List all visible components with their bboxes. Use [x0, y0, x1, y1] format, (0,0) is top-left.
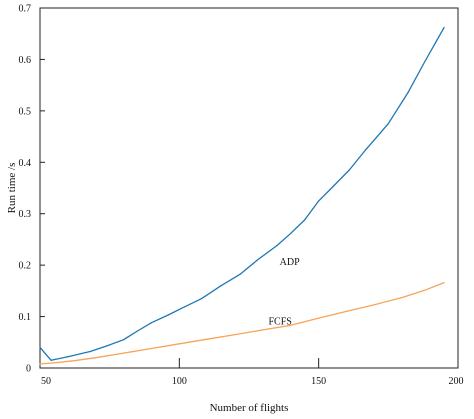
- data-point-adp: [50, 359, 52, 361]
- data-point-fcfs: [206, 338, 208, 340]
- data-point-adp: [276, 245, 278, 247]
- y-tick-label: 0.7: [19, 4, 32, 15]
- data-point-adp: [424, 61, 426, 63]
- y-axis-label: Run time /s: [6, 163, 18, 214]
- data-point-adp: [348, 169, 350, 171]
- x-tick-label: 50: [41, 376, 51, 387]
- data-point-adp: [220, 285, 222, 287]
- data-point-fcfs: [72, 360, 74, 362]
- data-point-fcfs: [178, 343, 180, 345]
- data-point-fcfs: [373, 304, 375, 306]
- y-tick-label: 0: [26, 364, 31, 375]
- data-point-adp: [240, 273, 242, 275]
- data-point-fcfs: [318, 317, 320, 319]
- data-point-adp: [136, 330, 139, 332]
- axes: 0 0.1 0.2 0.3 0.4 0.5 0.6 0.7 50 100 150 200: [19, 4, 464, 388]
- data-point-fcfs: [234, 334, 236, 336]
- data-point-adp: [332, 186, 334, 188]
- series-line-fcfs: [39, 281, 445, 365]
- y-tick-label: 0.3: [19, 209, 32, 220]
- data-point-adp: [304, 219, 306, 221]
- x-axis-label: Number of flights: [210, 402, 289, 414]
- data-point-fcfs: [424, 289, 426, 291]
- data-point-fcfs: [262, 329, 264, 331]
- data-point-adp: [89, 350, 91, 353]
- x-tick-label: 150: [311, 376, 326, 387]
- data-point-adp: [123, 339, 125, 341]
- data-point-adp: [407, 92, 409, 94]
- x-tick-label: 200: [449, 376, 464, 387]
- data-point-fcfs: [401, 296, 403, 299]
- data-point-fcfs: [123, 352, 125, 354]
- y-tick-label: 0.5: [19, 106, 32, 117]
- data-point-fcfs: [39, 363, 41, 365]
- data-point-adp: [106, 345, 108, 347]
- plot-frame: [39, 7, 459, 369]
- series-line-adp: [39, 27, 445, 361]
- data-point-adp: [201, 298, 203, 300]
- data-point-adp: [290, 232, 292, 234]
- data-point-adp: [365, 148, 367, 150]
- data-point-fcfs: [150, 347, 153, 350]
- data-point-adp: [256, 259, 258, 261]
- data-point-adp: [39, 346, 41, 348]
- data-point-adp: [318, 200, 320, 202]
- data-point-adp: [443, 26, 445, 29]
- data-point-fcfs: [53, 362, 55, 364]
- data-point-fcfs: [95, 357, 97, 359]
- series-label-fcfs: FCFS: [269, 316, 292, 327]
- y-tick-label: 0.2: [19, 261, 32, 272]
- x-tick-label: 100: [172, 376, 187, 387]
- y-tick-label: 0.6: [19, 55, 32, 66]
- labels-layer: Number of flights Run time /s ADP FCFS: [6, 163, 300, 414]
- y-tick-label: 0.1: [19, 312, 32, 323]
- series-layer: [39, 26, 445, 365]
- data-point-fcfs: [345, 310, 348, 312]
- data-point-adp: [67, 356, 69, 358]
- series-label-adp: ADP: [280, 257, 300, 268]
- data-point-adp: [150, 322, 153, 324]
- data-point-adp: [178, 308, 180, 310]
- data-point-adp: [167, 314, 169, 316]
- data-point-fcfs: [443, 282, 445, 284]
- data-point-fcfs: [290, 324, 292, 326]
- y-tick-label: 0.4: [19, 158, 32, 169]
- data-point-adp: [387, 123, 389, 125]
